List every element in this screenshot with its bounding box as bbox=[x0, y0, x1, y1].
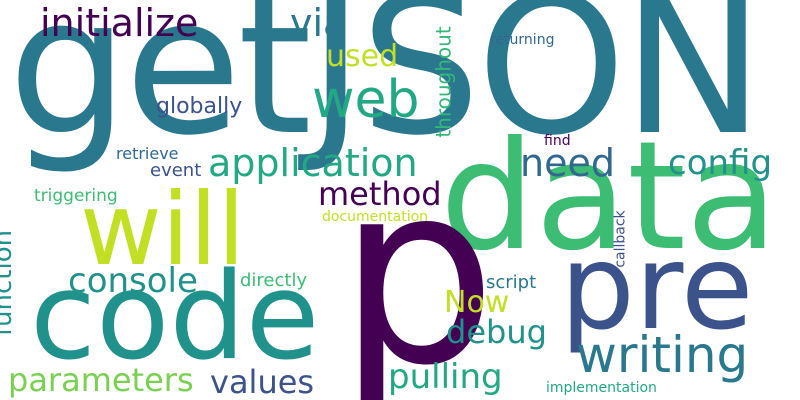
word-event: event bbox=[150, 160, 202, 181]
word-parameters: parameters bbox=[8, 361, 194, 399]
word-writing: writing bbox=[576, 326, 749, 384]
word-console: console bbox=[68, 261, 198, 301]
word-p: p bbox=[338, 129, 497, 400]
word-getjson: getJSON bbox=[8, 0, 764, 177]
word-web: web bbox=[312, 70, 420, 130]
word-via: via bbox=[290, 1, 347, 45]
word-config: config bbox=[668, 143, 773, 183]
word-script: script bbox=[486, 272, 537, 293]
word-callback: callback bbox=[612, 210, 629, 268]
word-pulling: pulling bbox=[388, 357, 503, 397]
word-directly: directly bbox=[240, 270, 308, 291]
word-function: function bbox=[0, 229, 19, 337]
word-code: code bbox=[30, 248, 320, 387]
word-data: data bbox=[440, 110, 778, 284]
word-returning: returning bbox=[490, 32, 555, 48]
word-throughout: throughout bbox=[431, 26, 456, 138]
word-need: need bbox=[520, 141, 615, 185]
word-pre: pre bbox=[560, 218, 754, 356]
word-application: application bbox=[208, 141, 418, 185]
word-debug: debug bbox=[446, 313, 547, 351]
word-implementation: implementation bbox=[546, 380, 657, 396]
word-find: find bbox=[544, 133, 571, 149]
word-triggering: triggering bbox=[34, 186, 118, 206]
word-retrieve: retrieve bbox=[116, 144, 179, 163]
word-values: values bbox=[210, 363, 315, 400]
word-will: will bbox=[80, 171, 246, 288]
word-now: Now bbox=[444, 285, 510, 320]
word-used: used bbox=[326, 39, 399, 74]
word-method: method bbox=[318, 175, 442, 213]
word-documentation: documentation bbox=[322, 209, 429, 225]
word-globally: globally bbox=[156, 94, 243, 119]
word-initialize: initialize bbox=[40, 1, 199, 45]
